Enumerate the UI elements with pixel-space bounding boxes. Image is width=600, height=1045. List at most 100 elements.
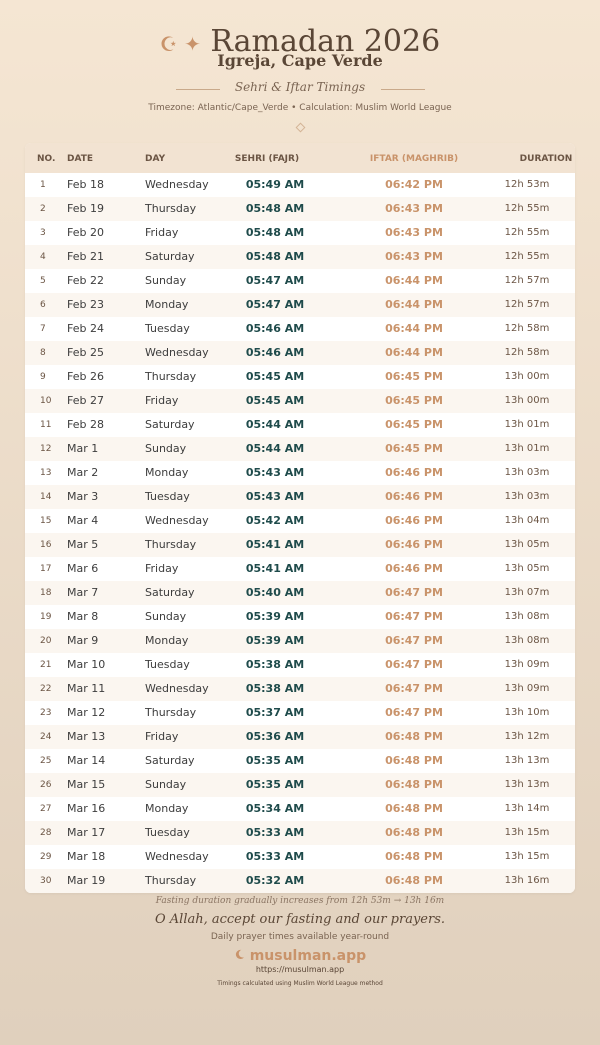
duration: 12h 53m (504, 179, 550, 190)
sehri: 05:47 AM (245, 298, 305, 311)
table-row: 1 Feb 18 Wednesday 05:49 AM 06:42 PM 12h 53m (25, 173, 575, 197)
day: Monday (145, 298, 189, 311)
column-header: IFTAR (MAGHRIB) (369, 154, 459, 164)
iftar: 06:47 PM (385, 682, 443, 695)
date: Mar 7 (67, 586, 99, 599)
sehri: 05:40 AM (245, 586, 305, 599)
day: Friday (145, 394, 179, 407)
iftar: 06:48 PM (385, 754, 443, 767)
table-row: 17 Mar 6 Friday 05:41 AM 06:46 PM 13h 05m (25, 557, 575, 581)
row-number: 2 (40, 204, 46, 214)
iftar: 06:48 PM (385, 778, 443, 791)
sehri: 05:32 AM (245, 874, 305, 887)
iftar: 06:45 PM (385, 394, 443, 407)
row-number: 16 (40, 540, 52, 550)
day: Thursday (145, 538, 197, 551)
sehri: 05:47 AM (245, 274, 305, 287)
iftar: 06:43 PM (385, 202, 443, 215)
date: Mar 6 (67, 562, 99, 575)
day: Wednesday (145, 178, 209, 191)
day: Monday (145, 466, 189, 479)
date: Feb 28 (67, 418, 104, 431)
day: Tuesday (145, 490, 190, 503)
ornament: ☪ ✦ (159, 32, 201, 56)
iftar: 06:43 PM (385, 226, 443, 239)
date: Mar 13 (67, 730, 106, 743)
table-row: 24 Mar 13 Friday 05:36 AM 06:48 PM 13h 12m (25, 725, 575, 749)
row-number: 24 (40, 732, 52, 742)
day: Tuesday (145, 658, 190, 671)
date: Mar 10 (67, 658, 106, 671)
table-row: 13 Mar 2 Monday 05:43 AM 06:46 PM 13h 03m (25, 461, 575, 485)
table-row: 6 Feb 23 Monday 05:47 AM 06:44 PM 12h 57m (25, 293, 575, 317)
url: https://musulman.app (255, 965, 345, 974)
row-number: 18 (40, 588, 52, 598)
row-number: 4 (40, 252, 46, 262)
table-row: 15 Mar 4 Wednesday 05:42 AM 06:46 PM 13h 04m (25, 509, 575, 533)
date: Mar 5 (67, 538, 99, 551)
day: Wednesday (145, 682, 209, 695)
day: Wednesday (145, 346, 209, 359)
date: Mar 14 (67, 754, 106, 767)
iftar: 06:46 PM (385, 562, 443, 575)
iftar: 06:46 PM (385, 466, 443, 479)
row-number: 23 (40, 708, 52, 718)
duration: 12h 57m (504, 275, 550, 286)
column-header: DAY (145, 154, 166, 164)
iftar: 06:47 PM (385, 706, 443, 719)
sehri: 05:39 AM (245, 634, 305, 647)
duration: 13h 14m (504, 803, 550, 814)
sehri: 05:34 AM (245, 802, 305, 815)
iftar: 06:46 PM (385, 538, 443, 551)
date: Mar 11 (67, 682, 106, 695)
iftar: 06:44 PM (385, 298, 443, 311)
table-row: 19 Mar 8 Sunday 05:39 AM 06:47 PM 13h 08m (25, 605, 575, 629)
table-row: 16 Mar 5 Thursday 05:41 AM 06:46 PM 13h 05m (25, 533, 575, 557)
row-number: 27 (40, 804, 52, 814)
duration: 13h 03m (504, 491, 550, 502)
day: Thursday (145, 706, 197, 719)
row-number: 1 (40, 180, 46, 190)
date: Mar 8 (67, 610, 99, 623)
day: Wednesday (145, 850, 209, 863)
header-row: NO. DATE DAY SEHRI (FAJR) IFTAR (MAGHRIB) DUR… (25, 143, 575, 173)
duration: 13h 03m (504, 467, 550, 478)
row-number: 13 (40, 468, 52, 478)
day: Sunday (145, 442, 187, 455)
iftar: 06:47 PM (385, 610, 443, 623)
duration: 13h 10m (504, 707, 550, 718)
sehri: 05:41 AM (245, 538, 305, 551)
table-row: 2 Feb 19 Thursday 05:48 AM 06:43 PM 12h 55m (25, 197, 575, 221)
table-row: 5 Feb 22 Sunday 05:47 AM 06:44 PM 12h 57m (25, 269, 575, 293)
table: NO. DATE DAY SEHRI (FAJR) IFTAR (MAGHRIB) DUR… (25, 143, 575, 893)
duration: 13h 09m (504, 683, 550, 694)
duration: 13h 15m (504, 851, 550, 862)
table-row: 3 Feb 20 Friday 05:48 AM 06:43 PM 12h 55m (25, 221, 575, 245)
day: Monday (145, 634, 189, 647)
table-row: 22 Mar 11 Wednesday 05:38 AM 06:47 PM 13h 09m (25, 677, 575, 701)
sehri: 05:44 AM (245, 442, 305, 455)
row-number: 8 (40, 348, 46, 358)
sehri: 05:37 AM (245, 706, 305, 719)
sehri: 05:43 AM (245, 490, 305, 503)
date: Mar 1 (67, 442, 99, 455)
day: Tuesday (145, 826, 190, 839)
row-number: 21 (40, 660, 52, 670)
row-number: 3 (40, 228, 46, 238)
row-number: 7 (40, 324, 46, 334)
duration: 13h 00m (504, 395, 550, 406)
table-row: 10 Feb 27 Friday 05:45 AM 06:45 PM 13h 00m (25, 389, 575, 413)
table-row: 20 Mar 9 Monday 05:39 AM 06:47 PM 13h 08m (25, 629, 575, 653)
table-row: 30 Mar 19 Thursday 05:32 AM 06:48 PM 13h 16m (25, 869, 575, 893)
sehri: 05:45 AM (245, 370, 305, 383)
iftar: 06:48 PM (385, 874, 443, 887)
table-row: 18 Mar 7 Saturday 05:40 AM 06:47 PM 13h 07m (25, 581, 575, 605)
sehri: 05:44 AM (245, 418, 305, 431)
table-row: 7 Feb 24 Tuesday 05:46 AM 06:44 PM 12h 58m (25, 317, 575, 341)
row-number: 19 (40, 612, 52, 622)
date: Mar 2 (67, 466, 99, 479)
iftar: 06:44 PM (385, 274, 443, 287)
day: Saturday (145, 418, 195, 431)
iftar: 06:48 PM (385, 826, 443, 839)
